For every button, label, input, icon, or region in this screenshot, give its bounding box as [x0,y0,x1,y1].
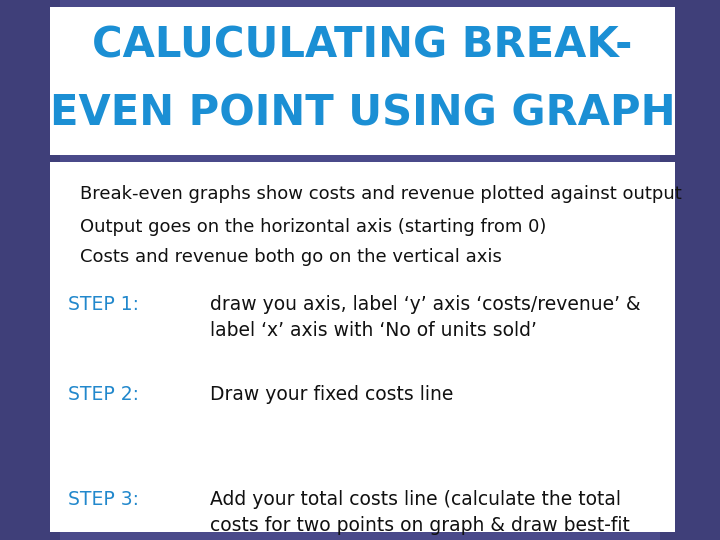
Text: Output goes on the horizontal axis (starting from 0): Output goes on the horizontal axis (star… [80,218,546,236]
Text: draw you axis, label ‘y’ axis ‘costs/revenue’ &
label ‘x’ axis with ‘No of units: draw you axis, label ‘y’ axis ‘costs/rev… [210,295,641,340]
FancyBboxPatch shape [50,7,675,155]
Text: Draw your fixed costs line: Draw your fixed costs line [210,385,454,404]
Text: STEP 1:: STEP 1: [68,295,139,314]
Text: CALUCULATING BREAK-: CALUCULATING BREAK- [92,25,633,67]
Text: EVEN POINT USING GRAPH: EVEN POINT USING GRAPH [50,93,675,135]
Text: Costs and revenue both go on the vertical axis: Costs and revenue both go on the vertica… [80,248,502,266]
Text: Add your total costs line (calculate the total
costs for two points on graph & d: Add your total costs line (calculate the… [210,490,630,540]
FancyBboxPatch shape [50,162,675,532]
Text: STEP 2:: STEP 2: [68,385,139,404]
Text: Break-even graphs show costs and revenue plotted against output: Break-even graphs show costs and revenue… [80,185,682,203]
FancyBboxPatch shape [0,0,60,540]
FancyBboxPatch shape [660,0,720,540]
Text: STEP 3:: STEP 3: [68,490,139,509]
